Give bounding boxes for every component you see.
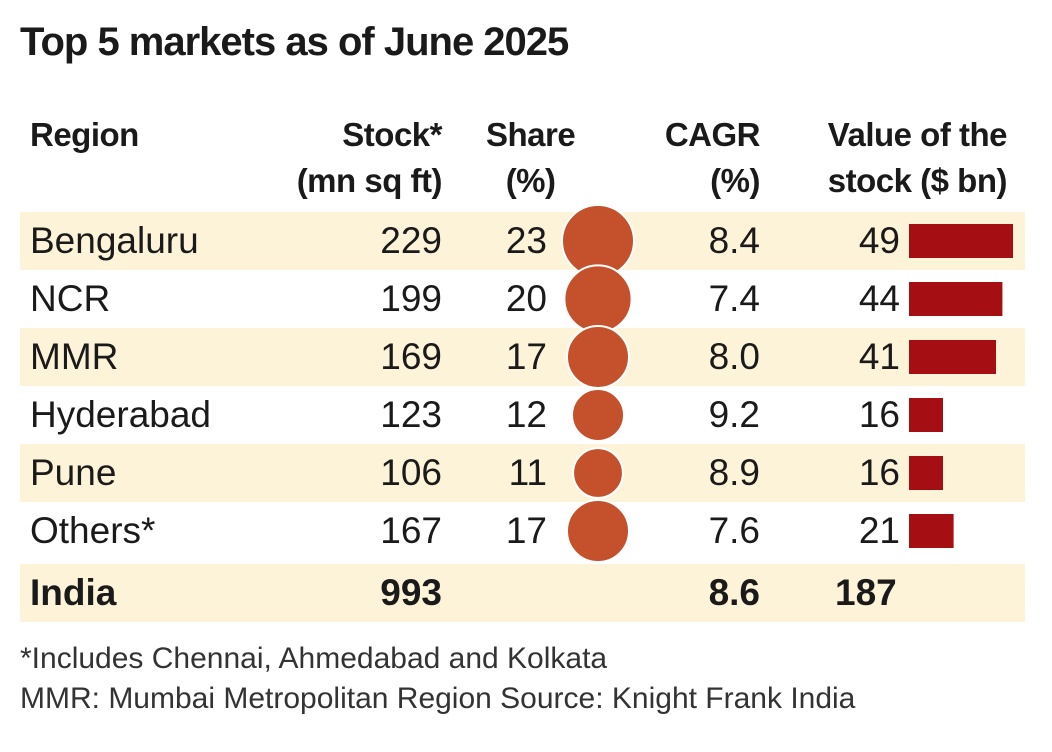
row-cagr: 7.6 [708, 510, 760, 551]
row-cagr: 8.9 [708, 452, 760, 493]
row-value: 16 [858, 452, 900, 493]
row-stock: 199 [380, 278, 442, 319]
header-share: Share (%) [486, 112, 576, 204]
total-row: India 993 8.6 187 [20, 564, 1025, 622]
header-cagr-line2: (%) [710, 162, 760, 199]
row-region: Pune [30, 452, 117, 493]
table-row: Hyderabad 123 12 9.2 16 [20, 386, 1025, 444]
row-share: 23 [505, 220, 547, 261]
table-row: Pune 106 11 8.9 16 [20, 444, 1025, 502]
total-stock: 993 [380, 572, 442, 613]
chart-title: Top 5 markets as of June 2025 [20, 20, 569, 64]
header-region-label: Region [30, 116, 139, 153]
row-value: 16 [858, 394, 900, 435]
header-stock-line1: Stock* [342, 116, 442, 153]
row-region: Hyderabad [30, 394, 212, 435]
header-share-line2: (%) [505, 162, 556, 199]
header-value-line2: stock ($ bn) [827, 162, 1008, 199]
row-region: Others* [30, 510, 156, 551]
row-region: Bengaluru [30, 220, 199, 261]
table-row: Bengaluru 229 23 8.4 49 [20, 212, 1025, 270]
row-stock: 106 [380, 452, 442, 493]
row-region: MMR [30, 336, 119, 377]
row-value: 49 [858, 220, 900, 261]
row-stock: 123 [380, 394, 442, 435]
row-value: 41 [858, 336, 900, 377]
row-share: 12 [505, 394, 547, 435]
row-value: 21 [858, 510, 900, 551]
row-stock: 169 [380, 336, 442, 377]
row-value: 44 [858, 278, 900, 319]
row-share: 11 [508, 452, 547, 493]
total-value: 187 [835, 572, 897, 613]
row-share: 17 [505, 510, 547, 551]
row-stock: 167 [380, 510, 442, 551]
header-share-line1: Share [486, 116, 576, 153]
header-value-line1: Value of the [827, 116, 1008, 153]
table-row: NCR 199 20 7.4 44 [20, 270, 1025, 328]
row-cagr: 8.0 [708, 336, 760, 377]
header-cagr-line1: CAGR [664, 116, 761, 153]
footnote-source: MMR: Mumbai Metropolitan Region Source: … [20, 682, 856, 715]
table-row: MMR 169 17 8.0 41 [20, 328, 1025, 386]
footnote-includes: *Includes Chennai, Ahmedabad and Kolkata [20, 642, 608, 675]
row-stock: 229 [380, 220, 442, 261]
header-stock-line2: (mn sq ft) [296, 162, 443, 199]
row-share: 17 [505, 336, 547, 377]
row-cagr: 8.4 [708, 220, 760, 261]
row-cagr: 9.2 [708, 394, 760, 435]
row-share: 20 [505, 278, 547, 319]
row-region: NCR [30, 278, 111, 319]
total-cagr: 8.6 [708, 572, 760, 613]
total-region: India [30, 572, 117, 613]
header-region: Region [30, 112, 139, 158]
table-row: Others* 167 17 7.6 21 [20, 502, 1025, 560]
header-stock: Stock* (mn sq ft) [296, 112, 443, 204]
header-value: Value of the stock ($ bn) [827, 112, 1008, 204]
header-cagr: CAGR (%) [664, 112, 761, 204]
row-cagr: 7.4 [708, 278, 760, 319]
